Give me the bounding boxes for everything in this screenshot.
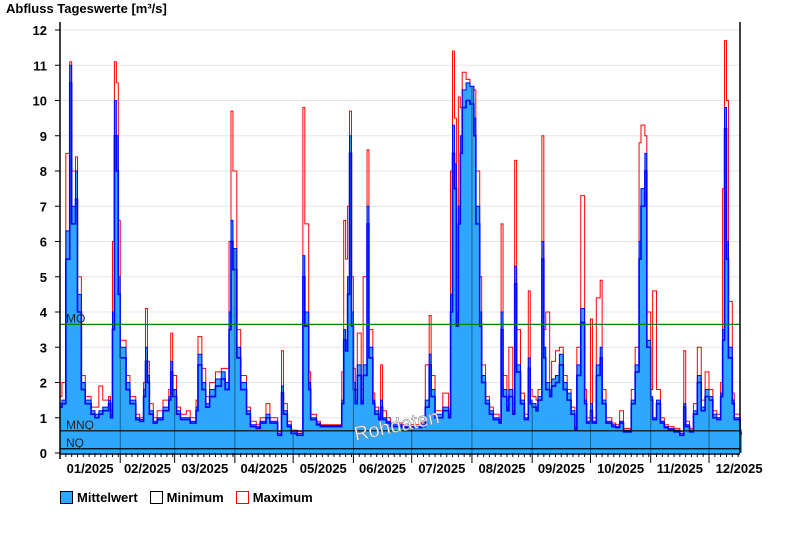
x-tick-label: 01/2025 (67, 461, 114, 476)
legend-label: Maximum (252, 490, 313, 505)
x-tick-label: 08/2025 (479, 461, 526, 476)
x-tick-label: 05/2025 (300, 461, 347, 476)
y-tick-label: 4 (40, 305, 48, 320)
legend-label: Minimum (166, 490, 224, 505)
y-tick-label: 10 (33, 94, 47, 109)
x-tick-label: 06/2025 (359, 461, 406, 476)
y-tick-label: 6 (40, 235, 47, 250)
mean-line (60, 64, 743, 435)
legend-item-minimum: Minimum (149, 490, 224, 505)
legend-swatch-mittelwert (60, 491, 73, 504)
y-tick-label: 12 (33, 23, 47, 38)
y-tick-label: 8 (40, 164, 47, 179)
chart-title: Abfluss Tageswerte [m³/s] (6, 1, 167, 16)
x-tick-label: 04/2025 (241, 461, 288, 476)
x-tick-label: 09/2025 (538, 461, 585, 476)
ref-label-nq: NQ (66, 436, 84, 450)
y-tick-label: 5 (40, 270, 47, 285)
x-tick-label: 11/2025 (657, 461, 703, 476)
y-tick-label: 2 (40, 376, 47, 391)
x-tick-label: 07/2025 (418, 461, 465, 476)
y-tick-label: 9 (40, 129, 47, 144)
mean-area (60, 65, 743, 453)
y-tick-label: 3 (40, 340, 47, 355)
x-tick-label: 10/2025 (597, 461, 644, 476)
y-tick-label: 0 (40, 446, 47, 461)
legend-item-mittelwert: Mittelwert (60, 490, 138, 505)
ref-label-mq: MQ (66, 311, 85, 325)
ref-label-mnq: MNQ (66, 418, 94, 432)
legend-label: Mittelwert (77, 490, 138, 505)
x-tick-label: 03/2025 (181, 461, 228, 476)
y-tick-label: 7 (40, 199, 47, 214)
legend-item-maximum: Maximum (235, 490, 313, 505)
legend: Mittelwert Minimum Maximum (60, 490, 313, 505)
legend-swatch-minimum (149, 491, 163, 504)
y-tick-label: 1 (40, 411, 47, 426)
x-tick-label: 12/2025 (716, 461, 763, 476)
x-tick-label: 02/2025 (124, 461, 171, 476)
legend-swatch-maximum (235, 491, 249, 504)
y-tick-label: 11 (33, 58, 47, 73)
